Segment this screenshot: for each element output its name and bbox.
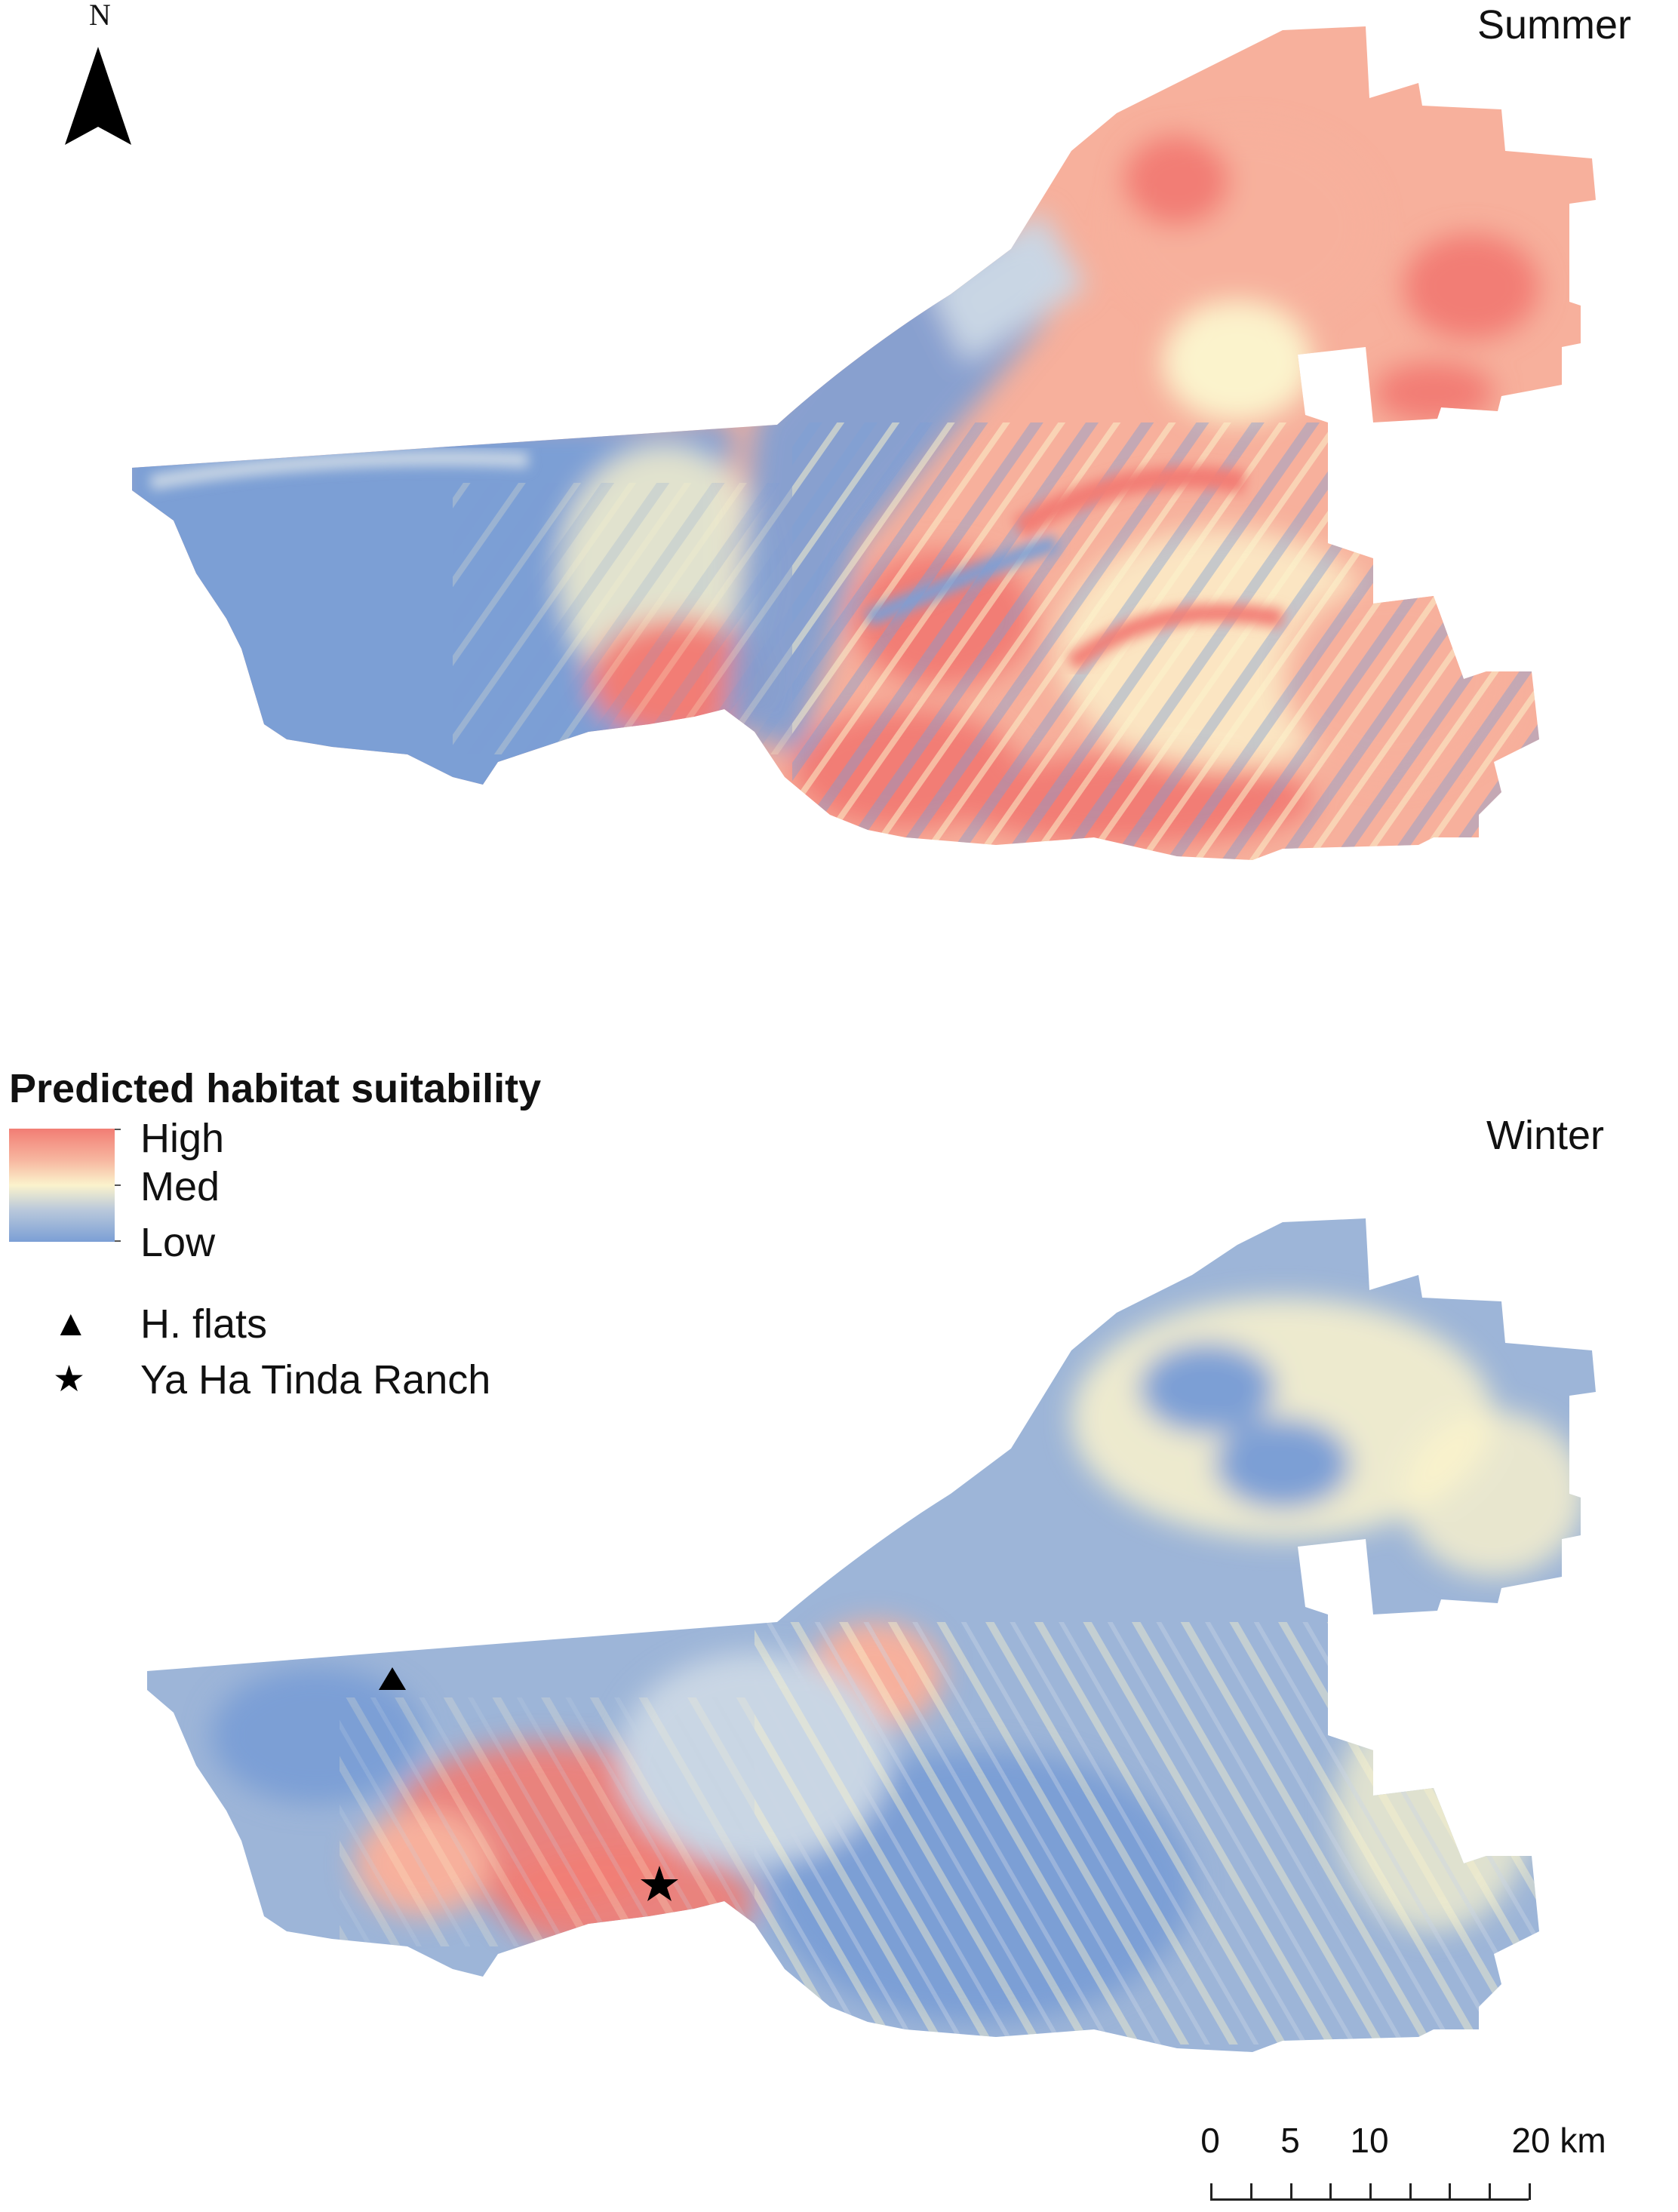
legend-label-h-flats: H. flats — [140, 1301, 268, 1347]
scale-tick — [1210, 2183, 1212, 2200]
ramp-label-med: Med — [140, 1164, 220, 1209]
scale-tick — [1290, 2183, 1292, 2200]
scale-tick — [1329, 2183, 1332, 2200]
scale-tick — [1369, 2183, 1372, 2200]
north-arrow-icon — [65, 47, 131, 145]
color-ramp-swatch — [9, 1129, 115, 1242]
ramp-label-high: High — [140, 1116, 225, 1161]
ramp-label-low: Low — [140, 1220, 216, 1265]
ramp-tick-high — [115, 1129, 121, 1130]
ramp-tick-med — [115, 1184, 121, 1186]
scale-tick — [1409, 2183, 1412, 2200]
ramp-tick-low — [115, 1240, 121, 1242]
legend-symbol-h-flats: ▲ H. flats — [9, 1296, 688, 1352]
scale-bar: 0 5 10 20 km — [1200, 2120, 1607, 2203]
legend-color-ramp: High Med Low — [9, 1118, 688, 1263]
legend-label-ya-ha-tinda: Ya Ha Tinda Ranch — [140, 1357, 491, 1402]
legend-symbols: ▲ H. flats ★ Ya Ha Tinda Ranch — [9, 1296, 688, 1408]
scale-label-5: 5 — [1280, 2121, 1300, 2160]
scale-label-20: 20 km — [1511, 2121, 1606, 2160]
winter-panel-title: Winter — [1486, 1113, 1605, 1158]
star-icon: ★ — [53, 1359, 86, 1399]
triangle-icon: ▲ — [53, 1304, 89, 1344]
ya-ha-tinda-marker — [641, 1866, 678, 1901]
scale-label-0: 0 — [1200, 2121, 1220, 2160]
summer-panel-title: Summer — [1477, 2, 1632, 48]
scale-tick — [1529, 2183, 1531, 2200]
scale-tick — [1250, 2183, 1252, 2200]
legend-symbol-ya-ha-tinda: ★ Ya Ha Tinda Ranch — [9, 1352, 688, 1408]
north-label: N — [89, 0, 111, 32]
summer-map-area — [132, 26, 1596, 860]
legend-heading: Predicted habitat suitability — [9, 1066, 542, 1111]
scale-label-10: 10 — [1350, 2121, 1389, 2160]
scale-tick — [1489, 2183, 1491, 2200]
h-flats-marker — [379, 1667, 406, 1690]
scale-tick — [1449, 2183, 1451, 2200]
legend: Predicted habitat suitability High Med L… — [9, 1065, 688, 1408]
